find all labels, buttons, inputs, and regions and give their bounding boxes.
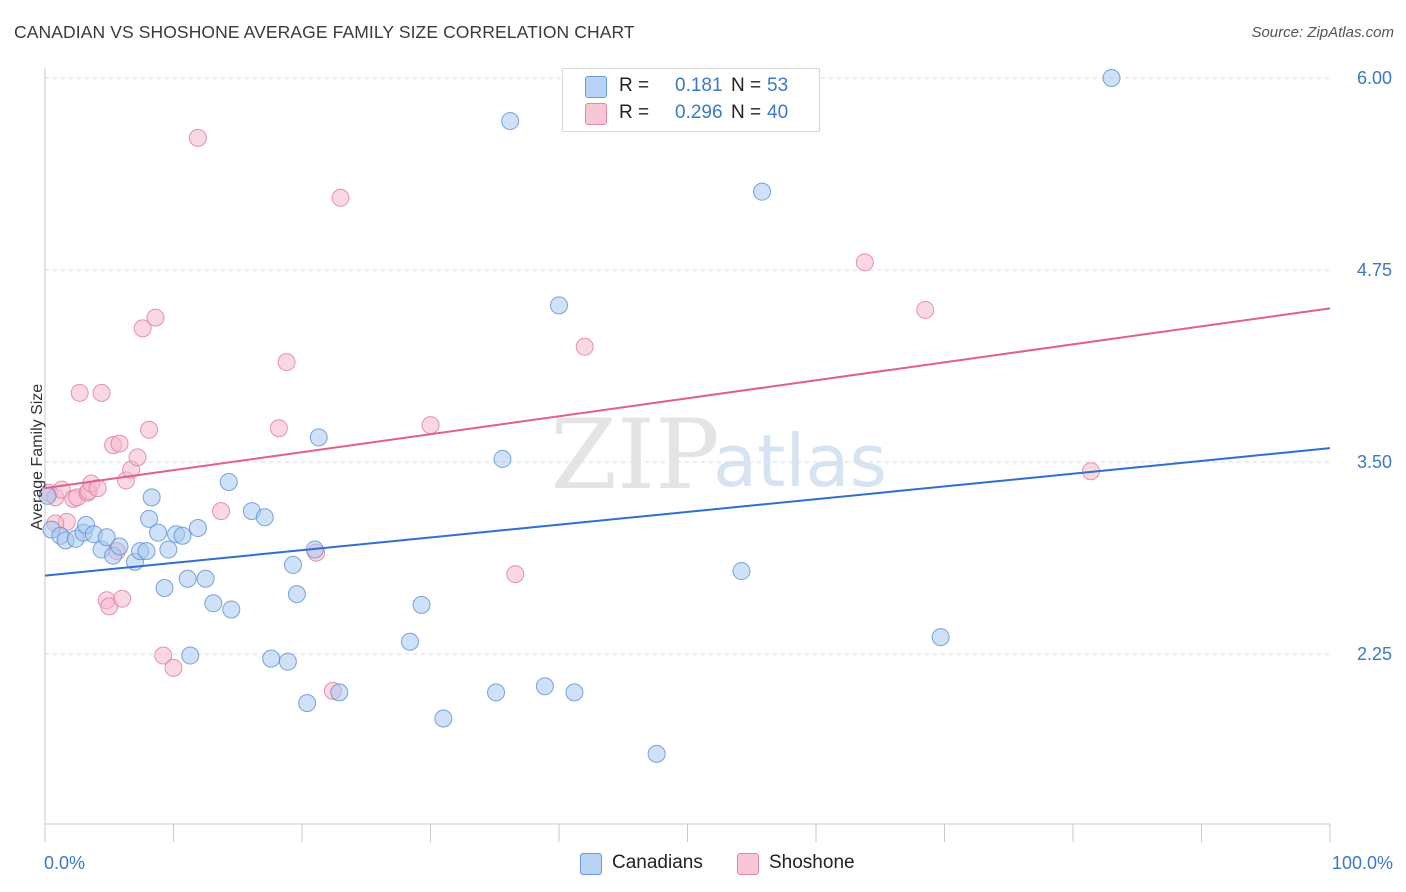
data-point-canadians xyxy=(931,628,950,647)
data-point-shoshone xyxy=(88,479,107,498)
data-point-canadians xyxy=(173,526,192,545)
data-point-canadians xyxy=(149,523,168,542)
gridlines xyxy=(45,77,1330,655)
y-tick-label: 6.00 xyxy=(1357,68,1392,88)
data-point-canadians xyxy=(137,542,156,561)
data-point-canadians xyxy=(565,683,584,702)
data-point-shoshone xyxy=(128,448,147,467)
legend-label-canadians: Canadians xyxy=(612,852,703,873)
data-point-canadians xyxy=(178,569,197,588)
data-point-shoshone xyxy=(110,434,129,453)
series-canadians xyxy=(38,69,1121,763)
data-point-shoshone xyxy=(146,308,165,327)
data-point-canadians xyxy=(647,744,666,763)
data-point-canadians xyxy=(181,646,200,665)
watermark-zip: ZIP xyxy=(550,399,719,511)
y-tick-label: 3.50 xyxy=(1357,452,1392,472)
data-point-canadians xyxy=(287,585,306,604)
data-point-canadians xyxy=(309,428,328,447)
data-point-shoshone xyxy=(133,319,152,338)
legend-swatch-shoshone xyxy=(737,853,759,875)
trend-line-canadians xyxy=(44,447,1331,577)
legend-swatch-canadians xyxy=(580,853,602,875)
data-point-shoshone xyxy=(70,383,89,402)
x-tick-labels: 0.0% 100.0% xyxy=(44,853,1393,873)
x-tick-label: 0.0% xyxy=(44,853,85,873)
data-point-shoshone xyxy=(92,383,111,402)
legend-swatch-shoshone xyxy=(585,103,607,125)
data-point-shoshone xyxy=(277,353,296,372)
data-point-canadians xyxy=(159,540,178,559)
data-point-canadians xyxy=(400,632,419,651)
data-point-canadians xyxy=(204,594,223,613)
data-point-canadians xyxy=(284,555,303,574)
legend-r-value: 0.296 xyxy=(675,102,723,123)
data-point-shoshone xyxy=(269,419,288,438)
data-point-canadians xyxy=(501,112,520,131)
legend-n-label: N = xyxy=(731,102,762,123)
data-point-shoshone xyxy=(421,416,440,435)
source-label: Source: ZipAtlas.com xyxy=(1251,24,1394,41)
data-point-canadians xyxy=(142,488,161,507)
data-point-shoshone xyxy=(506,565,525,584)
series-legend: Canadians Shoshone xyxy=(0,852,1406,880)
y-axis-label: Average Family Size xyxy=(29,383,46,531)
data-point-canadians xyxy=(434,709,453,728)
legend-n-value: 53 xyxy=(767,75,789,96)
data-point-canadians xyxy=(110,537,129,556)
watermark-atlas: atlas xyxy=(713,419,887,503)
data-point-shoshone xyxy=(113,589,132,608)
data-point-canadians xyxy=(732,562,751,581)
data-point-shoshone xyxy=(212,502,231,521)
data-point-shoshone xyxy=(575,337,594,356)
data-point-shoshone xyxy=(916,300,935,319)
legend-r-label: R = xyxy=(619,75,650,96)
legend-r-label: R = xyxy=(619,102,650,123)
data-point-shoshone xyxy=(855,253,874,272)
y-tick-label: 4.75 xyxy=(1357,260,1392,280)
chart-title: CANADIAN VS SHOSHONE AVERAGE FAMILY SIZE… xyxy=(14,22,635,42)
trend-line-shoshone xyxy=(44,307,1331,490)
data-point-canadians xyxy=(155,578,174,597)
data-point-canadians xyxy=(222,600,241,619)
data-point-canadians xyxy=(97,528,116,547)
data-point-canadians xyxy=(188,519,207,538)
data-point-canadians xyxy=(1102,69,1121,87)
data-point-canadians xyxy=(753,182,772,201)
data-point-canadians xyxy=(140,509,159,528)
data-point-shoshone xyxy=(188,128,207,147)
data-point-canadians xyxy=(298,694,317,713)
data-point-canadians xyxy=(493,449,512,468)
data-point-canadians xyxy=(487,683,506,702)
data-point-canadians xyxy=(278,652,297,671)
legend-n-label: N = xyxy=(731,75,762,96)
data-point-canadians xyxy=(550,296,568,315)
data-point-canadians xyxy=(196,569,215,588)
trend-lines xyxy=(44,307,1331,577)
data-point-canadians xyxy=(219,472,238,491)
data-point-shoshone xyxy=(331,188,350,207)
legend-r-value: 0.181 xyxy=(675,75,723,96)
legend-label-shoshone: Shoshone xyxy=(769,852,855,873)
data-point-shoshone xyxy=(154,646,173,665)
data-point-canadians xyxy=(255,508,274,527)
x-tick-label: 100.0% xyxy=(1332,853,1393,873)
legend-swatch-canadians xyxy=(585,76,607,98)
data-point-canadians xyxy=(535,677,554,696)
watermark: ZIP atlas xyxy=(550,399,887,511)
data-point-shoshone xyxy=(140,420,159,439)
data-point-canadians xyxy=(412,595,431,614)
y-tick-labels: 2.25 3.50 4.75 6.00 xyxy=(1357,68,1392,664)
y-tick-label: 2.25 xyxy=(1357,644,1392,664)
data-point-shoshone xyxy=(164,658,183,677)
data-point-canadians xyxy=(330,683,349,702)
legend-n-value: 40 xyxy=(767,102,789,123)
stats-legend: R = 0.181 N = 53 R = 0.296 N = 40 xyxy=(562,68,820,132)
axes xyxy=(44,68,1331,842)
data-point-canadians xyxy=(262,649,281,668)
